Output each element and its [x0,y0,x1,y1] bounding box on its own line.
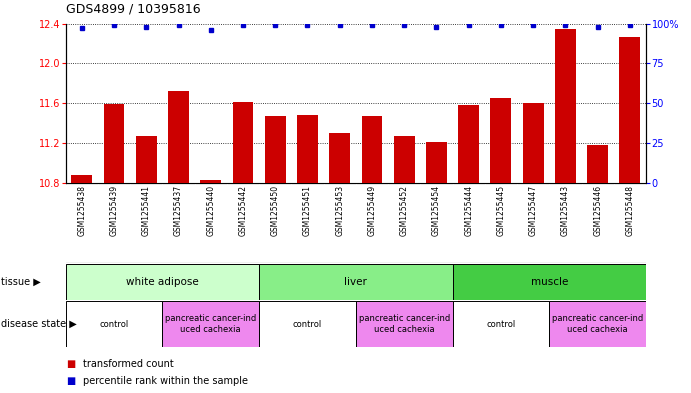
Bar [453,264,646,300]
Text: percentile rank within the sample: percentile rank within the sample [83,376,248,386]
Text: transformed count: transformed count [83,358,173,369]
Text: GSM1255449: GSM1255449 [368,185,377,236]
Bar [66,264,259,300]
Text: ■: ■ [66,376,75,386]
Text: GSM1255442: GSM1255442 [238,185,247,236]
Bar [356,301,453,347]
Bar [232,102,254,183]
Bar [426,142,447,183]
Bar [522,103,544,183]
Text: control: control [100,320,129,329]
Text: GSM1255441: GSM1255441 [142,185,151,236]
Text: GSM1255453: GSM1255453 [335,185,344,236]
Bar [265,116,285,183]
Bar [66,301,162,347]
Text: control: control [293,320,322,329]
Bar [104,104,124,183]
Text: GSM1255438: GSM1255438 [77,185,86,236]
Bar [329,133,350,183]
Text: control: control [486,320,515,329]
Text: ■: ■ [66,358,75,369]
Bar [168,91,189,183]
Text: GSM1255445: GSM1255445 [496,185,506,236]
Text: GSM1255452: GSM1255452 [399,185,409,236]
Text: pancreatic cancer-ind
uced cachexia: pancreatic cancer-ind uced cachexia [552,314,643,334]
Bar [361,116,382,183]
Bar [619,37,641,183]
Bar [491,98,511,183]
Text: liver: liver [344,277,368,287]
Text: pancreatic cancer-ind
uced cachexia: pancreatic cancer-ind uced cachexia [359,314,450,334]
Bar [162,301,259,347]
Text: tissue ▶: tissue ▶ [1,277,41,287]
Bar [453,301,549,347]
Bar [394,136,415,183]
Text: GSM1255447: GSM1255447 [529,185,538,236]
Bar [458,105,479,183]
Text: GSM1255439: GSM1255439 [109,185,119,236]
Text: GDS4899 / 10395816: GDS4899 / 10395816 [66,3,200,16]
Text: GSM1255450: GSM1255450 [271,185,280,236]
Text: GSM1255451: GSM1255451 [303,185,312,236]
Bar [587,145,608,183]
Text: GSM1255440: GSM1255440 [206,185,216,236]
Text: muscle: muscle [531,277,568,287]
Bar [71,175,93,183]
Text: white adipose: white adipose [126,277,199,287]
Text: pancreatic cancer-ind
uced cachexia: pancreatic cancer-ind uced cachexia [165,314,256,334]
Text: GSM1255446: GSM1255446 [593,185,603,236]
Bar [549,301,646,347]
Bar [297,115,318,183]
Text: GSM1255443: GSM1255443 [561,185,570,236]
Bar [259,301,356,347]
Text: disease state ▶: disease state ▶ [1,319,77,329]
Text: GSM1255444: GSM1255444 [464,185,473,236]
Text: GSM1255454: GSM1255454 [432,185,441,236]
Bar [200,180,221,183]
Text: GSM1255437: GSM1255437 [174,185,183,236]
Text: GSM1255448: GSM1255448 [625,185,634,236]
Bar [259,264,453,300]
Bar [135,136,157,183]
Bar [555,29,576,183]
